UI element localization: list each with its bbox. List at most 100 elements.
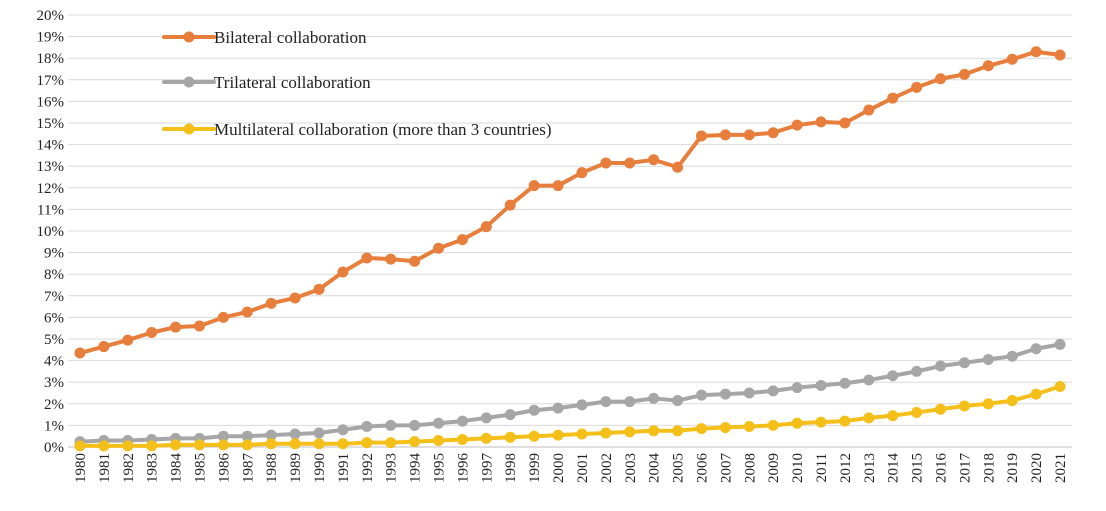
- series-3: [74, 381, 1066, 452]
- data-point: [1030, 46, 1042, 58]
- y-tick-label: 10%: [37, 224, 65, 240]
- x-tick-label: 1995: [432, 453, 448, 483]
- data-point: [600, 396, 612, 408]
- data-point: [241, 439, 253, 451]
- data-point: [791, 119, 803, 131]
- data-point: [935, 360, 947, 372]
- data-point: [648, 392, 660, 404]
- series-2: [74, 338, 1066, 448]
- x-tick-label: 2021: [1053, 453, 1069, 483]
- x-tick-label: 1987: [240, 453, 256, 484]
- legend-swatch-marker: [183, 31, 195, 43]
- x-tick-label: 1996: [455, 453, 471, 484]
- data-point: [1006, 395, 1018, 407]
- data-point: [672, 395, 684, 407]
- data-point: [74, 440, 86, 452]
- data-point: [528, 404, 540, 416]
- data-point: [767, 419, 779, 431]
- data-point: [337, 438, 349, 450]
- data-point: [719, 388, 731, 400]
- x-tick-label: 1985: [192, 453, 208, 483]
- legend: Bilateral collaboration Trilateral collab…: [162, 28, 552, 139]
- data-point: [815, 379, 827, 391]
- y-tick-label: 5%: [44, 332, 64, 348]
- x-tick-label: 2000: [551, 453, 567, 483]
- x-tick-label: 2004: [647, 453, 663, 484]
- data-point: [193, 320, 205, 332]
- data-point: [337, 424, 349, 436]
- data-point: [1054, 338, 1066, 350]
- series-1: [74, 46, 1066, 359]
- data-point: [1030, 343, 1042, 355]
- data-point: [887, 370, 899, 382]
- x-tick-label: 1988: [264, 453, 280, 483]
- data-point: [624, 396, 636, 408]
- data-point: [409, 419, 421, 431]
- data-point: [289, 292, 301, 304]
- y-tick-label: 11%: [37, 202, 64, 218]
- x-tick-label: 1994: [408, 453, 424, 484]
- y-tick-label: 2%: [44, 397, 64, 413]
- gridlines: [68, 14, 1072, 448]
- data-point: [552, 402, 564, 414]
- legend-item: Trilateral collaboration: [162, 73, 371, 92]
- data-point: [456, 415, 468, 427]
- x-tick-label: 1998: [503, 453, 519, 483]
- y-tick-label: 18%: [37, 51, 65, 67]
- data-point: [361, 252, 373, 264]
- data-point: [409, 255, 421, 267]
- x-tick-label: 1992: [360, 453, 376, 483]
- x-tick-label: 1993: [384, 453, 400, 483]
- y-tick-label: 0%: [44, 440, 64, 456]
- y-tick-label: 16%: [37, 94, 65, 110]
- data-point: [265, 429, 277, 441]
- data-point: [911, 365, 923, 377]
- y-tick-label: 1%: [44, 418, 64, 434]
- data-point: [313, 427, 325, 439]
- data-point: [170, 439, 182, 451]
- data-point: [958, 357, 970, 369]
- data-point: [695, 423, 707, 435]
- x-tick-label: 1980: [73, 453, 89, 483]
- x-tick-label: 2003: [623, 453, 639, 483]
- y-tick-label: 6%: [44, 310, 64, 326]
- y-axis: 0% 1% 2% 3% 4% 5% 6% 7% 8% 9% 10% 11% 12% 13% 14% 15% 16…: [37, 8, 65, 456]
- x-tick-label: 2013: [862, 453, 878, 483]
- data-point: [146, 327, 158, 339]
- data-point: [887, 410, 899, 422]
- x-tick-label: 2006: [694, 453, 710, 484]
- data-point: [695, 130, 707, 142]
- data-point: [74, 347, 86, 359]
- legend-swatch-marker: [183, 76, 195, 88]
- x-tick-label: 2009: [766, 453, 782, 483]
- x-tick-label: 2007: [718, 453, 734, 484]
- data-point: [743, 420, 755, 432]
- data-point: [504, 431, 516, 443]
- x-tick-label: 1989: [288, 453, 304, 483]
- legend-label: Trilateral collaboration: [214, 73, 371, 92]
- data-point: [409, 436, 421, 448]
- x-tick-label: 1991: [336, 453, 352, 483]
- x-tick-label: 2016: [934, 453, 950, 484]
- y-tick-label: 9%: [44, 246, 64, 262]
- data-point: [791, 417, 803, 429]
- data-point: [767, 385, 779, 397]
- data-point: [672, 161, 684, 173]
- data-point: [122, 440, 134, 452]
- x-tick-label: 2011: [814, 453, 830, 482]
- legend-swatch-marker: [183, 123, 195, 135]
- data-point: [241, 306, 253, 318]
- data-point: [433, 242, 445, 254]
- y-tick-label: 19%: [37, 30, 65, 46]
- data-point: [1006, 53, 1018, 65]
- data-point: [433, 417, 445, 429]
- y-tick-label: 3%: [44, 375, 64, 391]
- data-point: [313, 438, 325, 450]
- y-tick-label: 13%: [37, 159, 65, 175]
- x-tick-label: 2017: [957, 453, 973, 484]
- x-tick-label: 2020: [1029, 453, 1045, 483]
- data-point: [600, 427, 612, 439]
- data-point: [576, 167, 588, 179]
- series-line: [77, 49, 1063, 356]
